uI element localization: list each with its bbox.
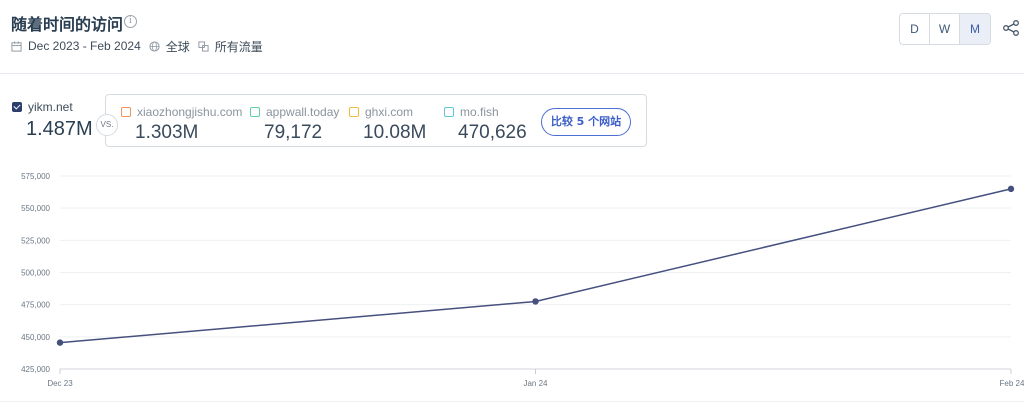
y-tick-label: 525,000 (21, 236, 50, 245)
compare-sites-button[interactable]: 比较 5 个网站 (541, 108, 631, 136)
competitor-checkbox[interactable] (121, 107, 131, 117)
competitor-checkbox[interactable] (349, 107, 359, 117)
competitor-checkbox[interactable] (444, 107, 454, 117)
series-line (59, 188, 1012, 344)
share-icon[interactable] (1002, 19, 1020, 37)
x-tick-label: Feb 24 (1000, 379, 1024, 388)
vs-badge: VS. (96, 114, 118, 136)
y-tick-label: 500,000 (21, 269, 50, 278)
y-tick-label: 550,000 (21, 204, 50, 213)
globe-icon (149, 40, 160, 52)
competitor-checkbox[interactable] (250, 107, 260, 117)
traffic-type-icon (198, 40, 209, 52)
main-site-visits: 1.487M (26, 118, 93, 140)
y-tick-label: 575,000 (21, 172, 50, 181)
competitor-visits: 10.08M (363, 122, 427, 143)
page-title: 随着时间的访问 (11, 15, 124, 34)
granularity-toggle: D W M (899, 13, 991, 45)
divider (0, 401, 1024, 402)
x-tick-label: Jan 24 (523, 379, 548, 388)
main-site-checkbox[interactable] (12, 102, 22, 112)
granularity-month-button[interactable]: M (960, 14, 990, 44)
granularity-day-button[interactable]: D (900, 14, 930, 44)
competitor-visits: 79,172 (264, 122, 323, 143)
competitor-name: ghxi.com (365, 105, 414, 119)
data-point (1007, 185, 1015, 193)
competitor-visits: 1.303M (135, 122, 199, 143)
x-tick-label: Dec 23 (47, 379, 73, 388)
filter-meta: Dec 2023 - Feb 2024 全球 所有流量 (11, 38, 271, 54)
y-tick-label: 450,000 (21, 333, 50, 342)
info-icon[interactable]: i (124, 15, 137, 28)
granularity-week-button[interactable]: W (930, 14, 960, 44)
data-point (56, 339, 64, 346)
competitor-name: mo.fish (460, 105, 499, 119)
competitor-panel: xiaozhongjishu.com 1.303M appwall.today … (105, 94, 647, 147)
main-site-name: yikm.net (28, 100, 73, 114)
calendar-icon (11, 40, 22, 52)
data-point (532, 298, 539, 305)
competitor-visits: 470,626 (458, 122, 527, 143)
region[interactable]: 全球 (165, 39, 190, 54)
visits-line-chart: 575,000 550,000 525,000 500,000 475,000 450,0… (21, 172, 1024, 388)
traffic-type[interactable]: 所有流量 (214, 39, 263, 54)
competitor-name: appwall.today (266, 105, 340, 119)
y-tick-label: 425,000 (21, 365, 50, 374)
date-range[interactable]: Dec 2023 - Feb 2024 (28, 39, 141, 53)
competitor-name: xiaozhongjishu.com (137, 105, 243, 119)
y-tick-label: 475,000 (21, 301, 50, 310)
header: 随着时间的访问 i Dec 2023 - Feb 2024 全球 所有流量 D … (0, 0, 1024, 74)
